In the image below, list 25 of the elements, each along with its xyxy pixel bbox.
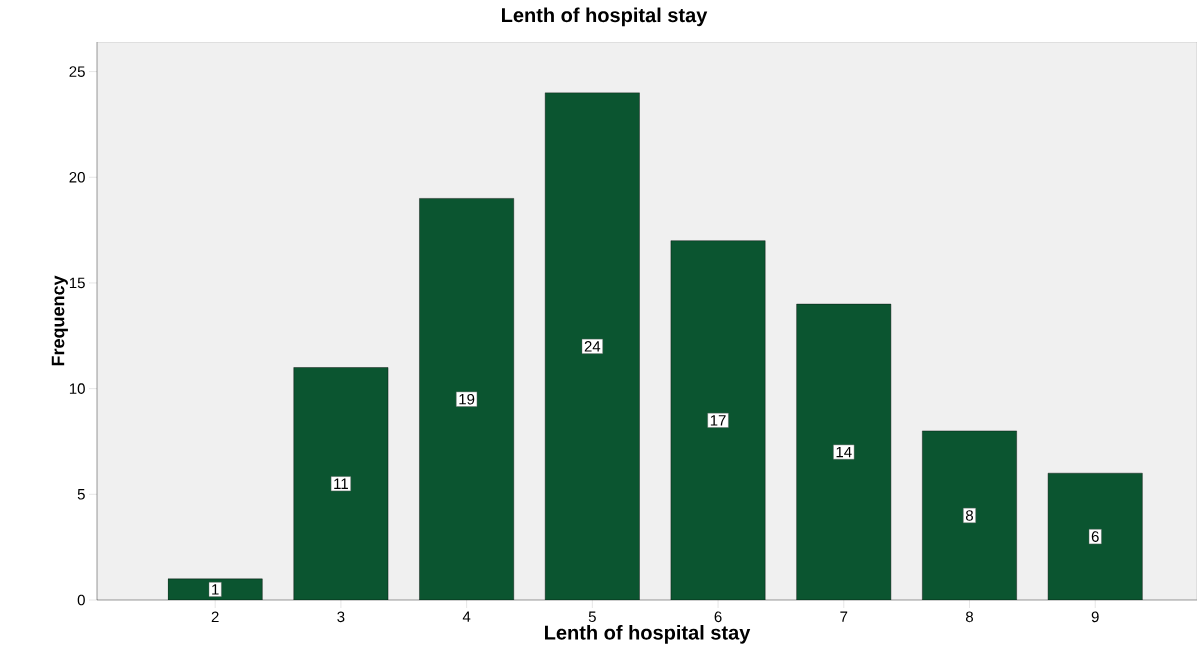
y-tick-label: 25	[69, 66, 85, 77]
x-tick-label: 3	[337, 611, 345, 623]
data-label: 8	[965, 510, 973, 521]
x-axis-title: Lenth of hospital stay	[545, 625, 751, 644]
chart-title: Lenth of hospital stay	[502, 7, 708, 27]
y-tick-label: 10	[69, 383, 85, 394]
data-label: 24	[584, 341, 601, 352]
x-tick-label: 2	[211, 611, 219, 623]
y-tick-label: 5	[77, 489, 85, 500]
y-axis-title: Frequency	[51, 275, 68, 366]
data-label: 14	[836, 446, 852, 458]
data-label: 11	[334, 478, 348, 489]
x-tick-label: 4	[462, 611, 471, 622]
y-tick-label: 20	[69, 171, 85, 183]
data-label: 6	[1091, 531, 1099, 542]
x-tick-label: 7	[840, 611, 848, 622]
y-tick-label: 15	[69, 277, 85, 289]
x-tick-label: 9	[1091, 611, 1099, 623]
data-label: 1	[212, 584, 219, 595]
data-label: 17	[710, 415, 726, 426]
x-tick-label: 6	[714, 611, 722, 623]
x-tick-label: 8	[965, 611, 973, 623]
x-tick-label: 5	[588, 611, 596, 622]
y-tick-label: 0	[77, 594, 85, 606]
data-label: 19	[459, 393, 475, 405]
